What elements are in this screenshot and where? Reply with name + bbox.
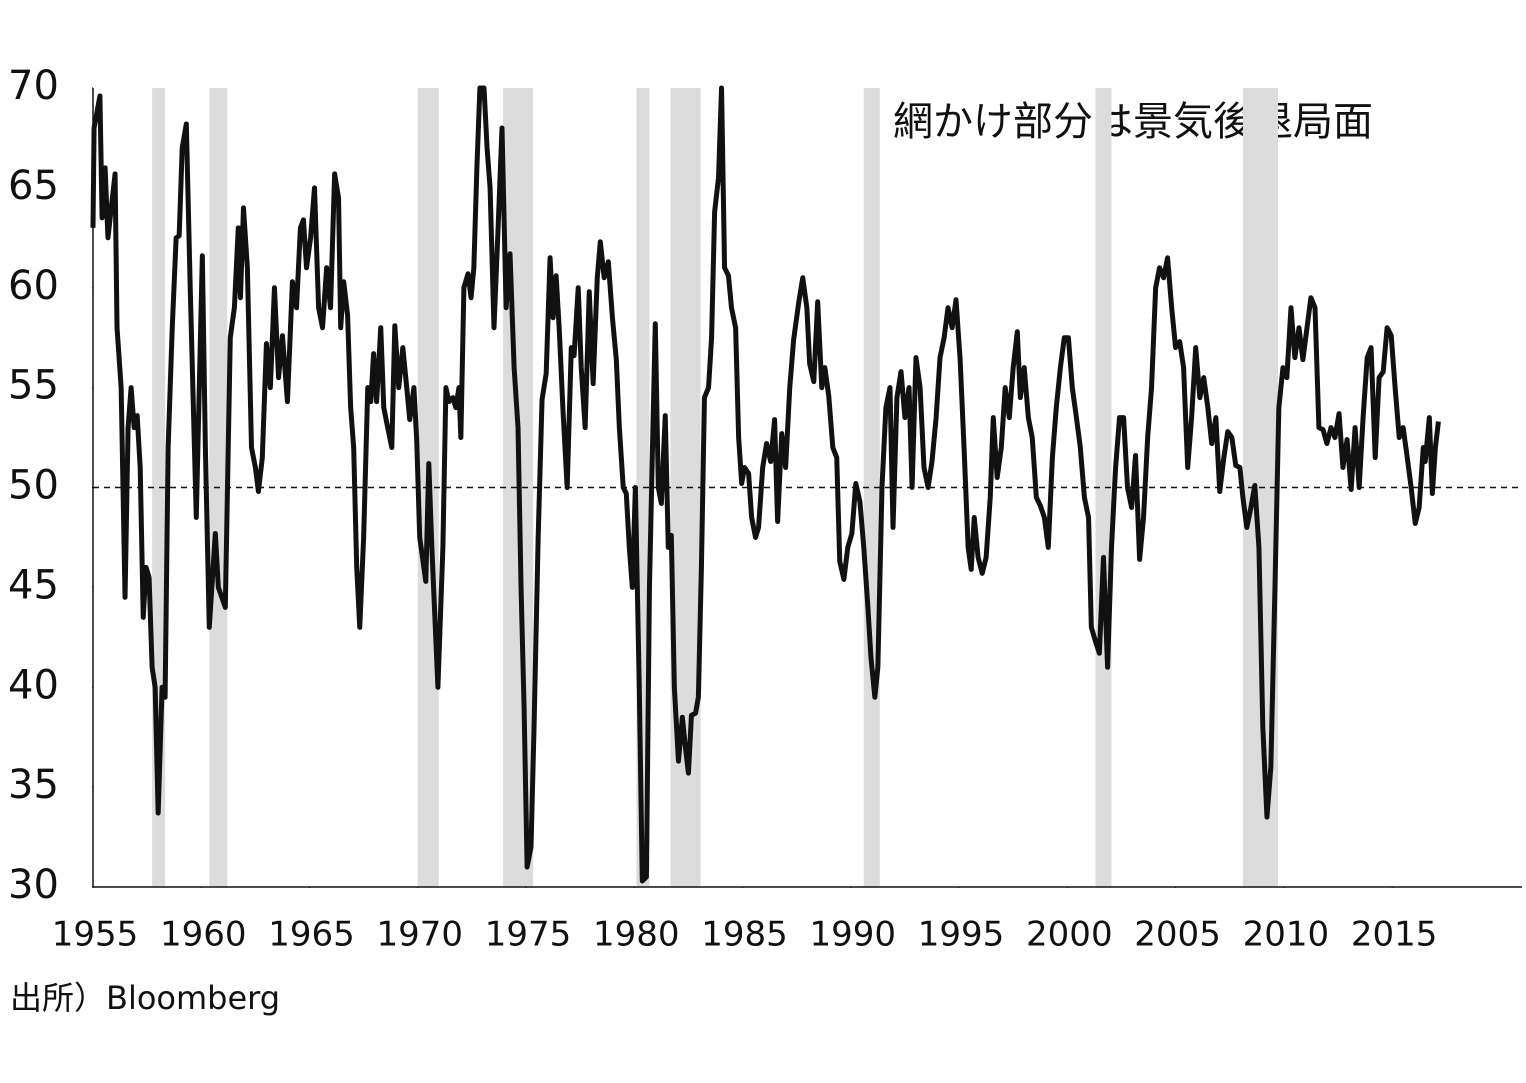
x-tick-label: 2005 bbox=[1134, 915, 1221, 955]
y-tick-label: 30 bbox=[8, 862, 59, 908]
x-tick-label: 2015 bbox=[1351, 915, 1438, 955]
y-tick-label: 55 bbox=[8, 363, 59, 409]
recession-band bbox=[1095, 88, 1112, 887]
y-tick-label: 65 bbox=[8, 163, 59, 209]
x-tick-label: 1955 bbox=[52, 915, 139, 955]
x-tick-label: 2000 bbox=[1026, 915, 1113, 955]
x-tick-label: 1980 bbox=[593, 915, 680, 955]
x-tick-label: 1960 bbox=[160, 915, 247, 955]
x-tick-label: 1995 bbox=[918, 915, 1005, 955]
y-tick-label: 35 bbox=[8, 762, 59, 808]
x-tick-label: 1965 bbox=[268, 915, 355, 955]
x-tick-label: 1990 bbox=[810, 915, 897, 955]
y-tick-label: 40 bbox=[8, 662, 59, 708]
x-tick-label: 1985 bbox=[701, 915, 788, 955]
y-tick-label: 70 bbox=[8, 63, 59, 109]
annotation: 網かけ部分は景気後退局面 bbox=[893, 99, 1373, 145]
y-tick-label: 45 bbox=[8, 562, 59, 608]
x-tick-label: 1970 bbox=[377, 915, 464, 955]
y-tick-label: 60 bbox=[8, 263, 59, 309]
pmi-line bbox=[90, 85, 1441, 884]
x-tick-label: 2010 bbox=[1243, 915, 1330, 955]
x-tick-label: 1975 bbox=[485, 915, 572, 955]
source: 出所）Bloomberg bbox=[10, 979, 280, 1017]
y-tick-label: 50 bbox=[8, 463, 59, 509]
